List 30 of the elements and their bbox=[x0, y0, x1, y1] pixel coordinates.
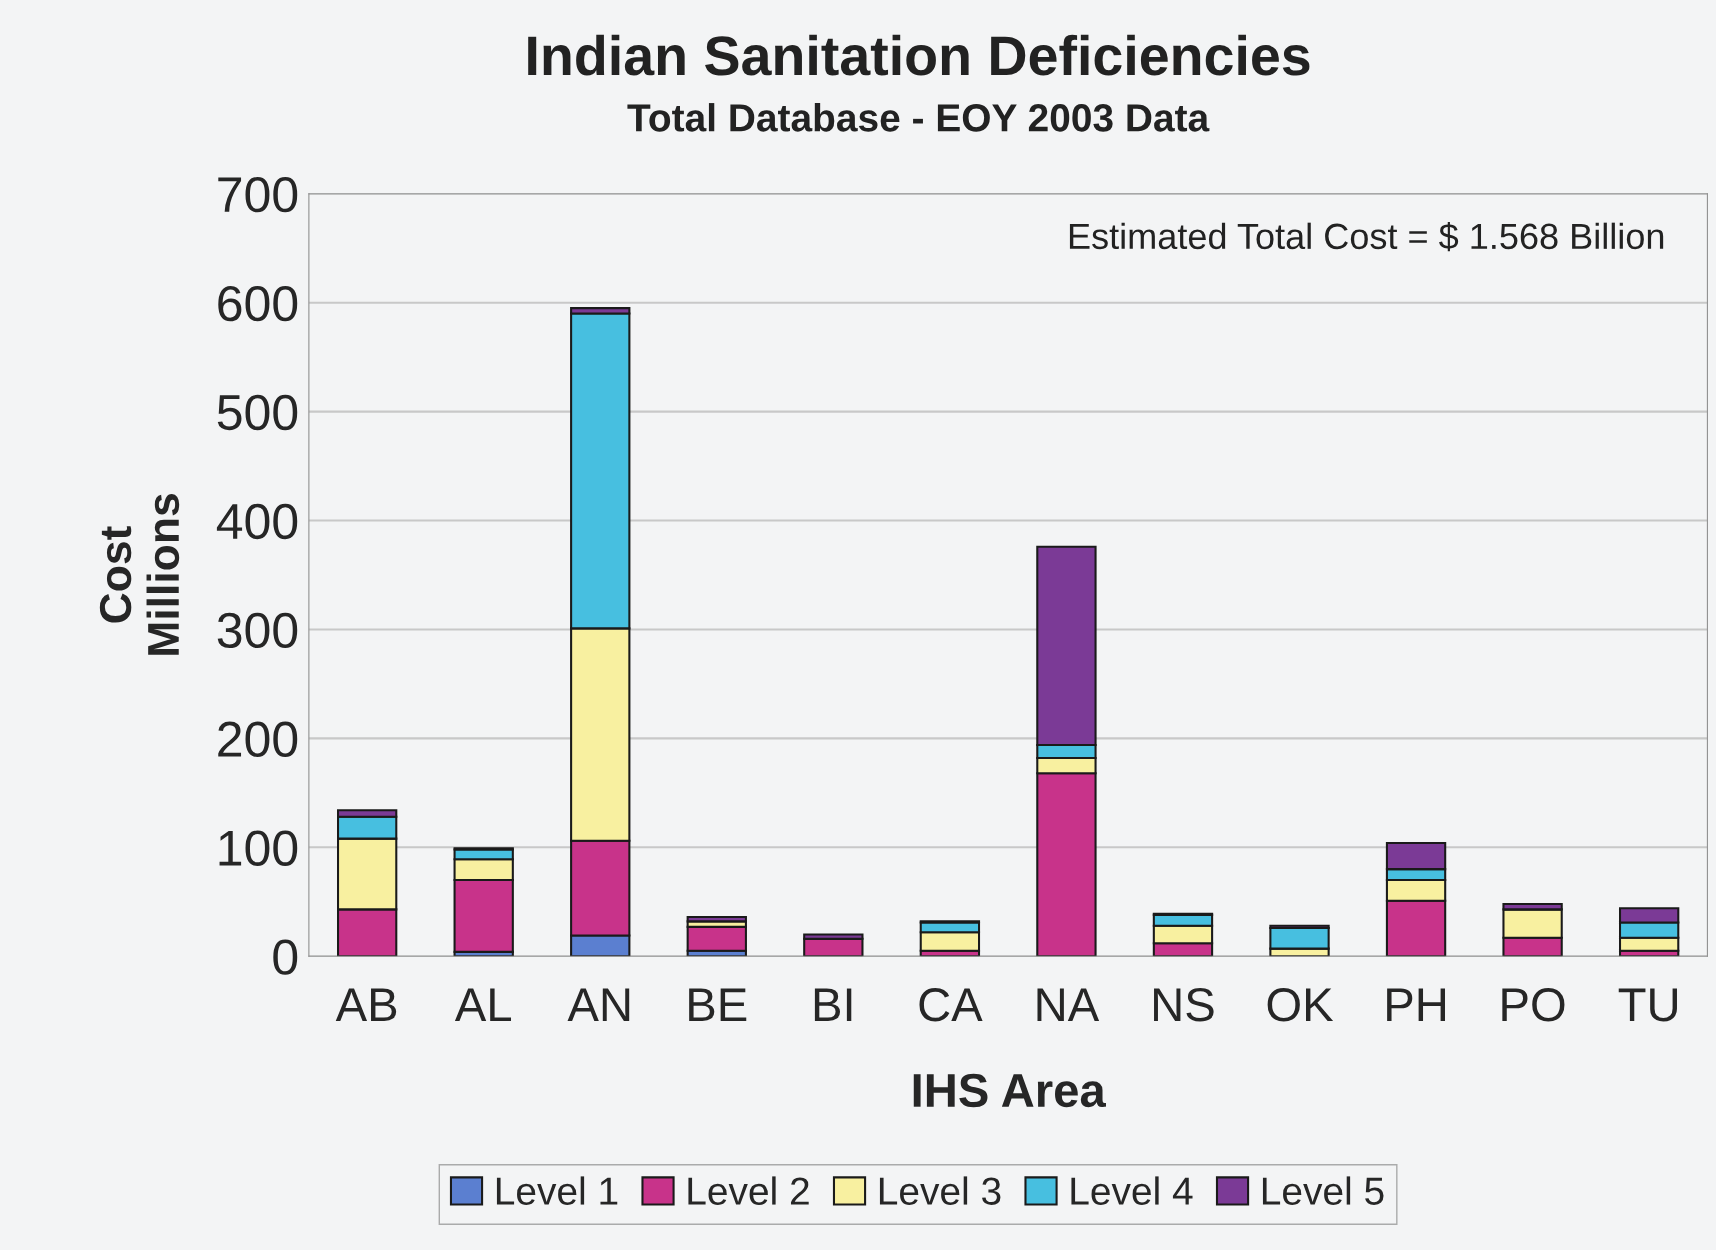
legend-label: Level 1 bbox=[496, 1176, 618, 1205]
x-tick-label: NA bbox=[1037, 988, 1100, 1022]
x-tick-label: AN bbox=[567, 988, 630, 1022]
x-tick-label: PH bbox=[1387, 988, 1446, 1022]
x-tick-label: BE bbox=[689, 988, 747, 1022]
chart-subtitle: Total Database - EOY 2003 Data bbox=[627, 103, 1210, 132]
y-tick-label: 500 bbox=[217, 394, 298, 431]
x-axis-title: IHS Area bbox=[913, 1073, 1106, 1108]
y-tick-label: 100 bbox=[219, 830, 298, 866]
x-tick-label: AL bbox=[454, 988, 512, 1022]
annotation: Estimated Total Cost = $ 1.568 Billion bbox=[1069, 222, 1664, 252]
x-tick-label: TU bbox=[1618, 988, 1677, 1022]
legend-label: Level 2 bbox=[688, 1176, 809, 1205]
y-tick-label: 400 bbox=[216, 503, 298, 540]
legend-label: Level 3 bbox=[879, 1176, 1001, 1205]
x-tick-label: OK bbox=[1267, 988, 1334, 1022]
chart-title: Indian Sanitation Deficiencies bbox=[528, 34, 1310, 76]
x-tick-label: CA bbox=[919, 988, 983, 1022]
y-tick-label: 300 bbox=[217, 612, 298, 649]
y-tick-label: 0 bbox=[273, 939, 298, 975]
x-tick-label: BI bbox=[814, 988, 852, 1022]
x-tick-label: AB bbox=[335, 988, 397, 1022]
x-tick-label: PO bbox=[1502, 988, 1565, 1022]
legend-label: Level 5 bbox=[1262, 1176, 1384, 1205]
y-tick-label: 600 bbox=[218, 285, 298, 322]
y-tick-label: 700 bbox=[218, 176, 298, 213]
y-axis-title: Cost Millions bbox=[99, 494, 180, 655]
x-tick-label: NS bbox=[1154, 988, 1214, 1022]
legend-label: Level 4 bbox=[1071, 1176, 1193, 1205]
y-tick-label: 200 bbox=[218, 721, 298, 757]
